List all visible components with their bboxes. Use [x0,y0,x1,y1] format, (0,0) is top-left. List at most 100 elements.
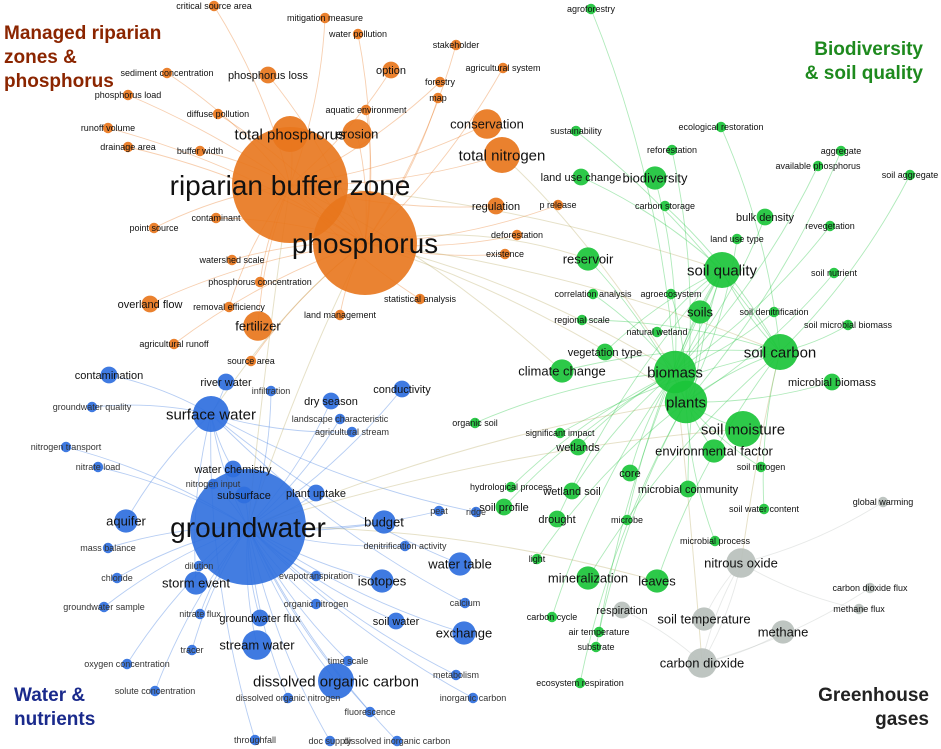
node-microbe[interactable] [621,514,633,526]
node-respiration[interactable] [613,601,631,619]
node-core[interactable] [621,464,639,482]
node-tracer[interactable] [186,644,198,656]
node-significant-impact[interactable] [554,427,566,439]
node-total-phosphorus[interactable] [272,116,308,152]
node-isotopes[interactable] [370,569,394,593]
node-fluorescence[interactable] [364,706,376,718]
node-organic-nitrogen[interactable] [310,598,322,610]
node-subsurface[interactable] [235,486,253,504]
node-soil-temperature[interactable] [692,607,716,631]
node-agroforestry[interactable] [585,3,597,15]
node-plants[interactable] [664,380,708,424]
node-ridge[interactable] [470,506,482,518]
node-river-water[interactable] [217,373,235,391]
node-conductivity[interactable] [393,380,411,398]
node-agroecosystem[interactable] [665,288,677,300]
node-diffuse-pollution[interactable] [212,108,224,120]
node-ecological-restoration[interactable] [715,121,727,133]
node-soil-profile[interactable] [495,498,513,516]
node-reservoir[interactable] [576,247,600,271]
node-nitrogen-input[interactable] [207,478,219,490]
node-land-use-change[interactable] [572,168,590,186]
node-natural-wetland[interactable] [651,326,663,338]
node-map[interactable] [432,92,444,104]
node-reforestation[interactable] [666,144,678,156]
node-phosphorus-loss[interactable] [259,66,277,84]
node-phosphorus-load[interactable] [122,89,134,101]
node-removal-efficiency[interactable] [223,301,235,313]
node-dissolved-inorganic-carbon[interactable] [391,735,403,747]
node-aquatic-environment[interactable] [360,104,372,116]
node-water-table[interactable] [448,552,472,576]
node-metabolism[interactable] [450,669,462,681]
node-infiltration[interactable] [265,385,277,397]
node-soil-water-content[interactable] [758,503,770,515]
node-sustainability[interactable] [570,125,582,137]
node-fertilizer[interactable] [243,311,273,341]
node-nitrate-load[interactable] [92,461,104,473]
node-phosphorus-concentration[interactable] [254,276,266,288]
node-mass-balance[interactable] [102,542,114,554]
node-hydrological-process[interactable] [505,481,517,493]
node-climate-change[interactable] [550,359,574,383]
node-global-warming[interactable] [877,496,889,508]
node-agricultural-runoff[interactable] [168,338,180,350]
node-regulation[interactable] [487,197,505,215]
node-microbial-biomass[interactable] [823,373,841,391]
node-soil-nutrient[interactable] [828,267,840,279]
node-storm-event[interactable] [184,571,208,595]
node-statistical-analysis[interactable] [414,293,426,305]
node-drought[interactable] [548,510,566,528]
node-carbon-storage[interactable] [659,200,671,212]
node-runoff-volume[interactable] [102,122,114,134]
node-ecosystem-respiration[interactable] [574,677,586,689]
node-aggregate[interactable] [835,145,847,157]
node-agricultural-system[interactable] [497,62,509,74]
node-throughfall[interactable] [249,734,261,746]
node-groundwater-flux[interactable] [251,609,269,627]
node-environmental-factor[interactable] [702,439,726,463]
node-source-area[interactable] [245,355,257,367]
node-bulk-density[interactable] [756,208,774,226]
node-agricultural-stream[interactable] [346,426,358,438]
node-chloride[interactable] [111,572,123,584]
node-stakeholder[interactable] [450,39,462,51]
node-erosion[interactable] [342,119,372,149]
node-mitigation-measure[interactable] [319,12,331,24]
node-substrate[interactable] [590,641,602,653]
node-carbon-dioxide[interactable] [687,648,717,678]
node-existence[interactable] [499,248,511,260]
node-option[interactable] [382,61,400,79]
node-nitrate-flux[interactable] [194,608,206,620]
node-soil-quality[interactable] [704,252,740,288]
node-dilution[interactable] [193,560,205,572]
node-soil-carbon[interactable] [762,334,798,370]
node-wetland-soil[interactable] [563,482,581,500]
node-calcium[interactable] [459,597,471,609]
node-overland-flow[interactable] [141,295,159,313]
node-drainage-area[interactable] [122,141,134,153]
node-plant-uptake[interactable] [307,484,325,502]
node-contamination[interactable] [100,366,118,384]
node-contaminant[interactable] [210,212,222,224]
node-nitrous-oxide[interactable] [726,548,756,578]
node-soil-aggregate[interactable] [904,169,916,181]
node-phosphorus[interactable] [313,191,417,295]
node-methane-flux[interactable] [853,603,865,615]
node-revegetation[interactable] [824,220,836,232]
node-available-phosphorus[interactable] [812,160,824,172]
node-groundwater[interactable] [190,469,306,585]
node-dissolved-organic-carbon[interactable] [318,663,354,699]
node-land-use-type[interactable] [731,233,743,245]
node-evapotranspiration[interactable] [310,570,322,582]
node-water-chemistry[interactable] [224,460,242,478]
node-nitrogen-transport[interactable] [60,441,72,453]
node-solute-concentration[interactable] [149,685,161,697]
node-exchange[interactable] [452,621,476,645]
node-surface-water[interactable] [193,396,229,432]
node-riparian-buffer-zone[interactable] [232,127,348,243]
node-time-scale[interactable] [342,655,354,667]
node-carbon-cycle[interactable] [546,611,558,623]
node-deforestation[interactable] [511,229,523,241]
node-groundwater-sample[interactable] [98,601,110,613]
